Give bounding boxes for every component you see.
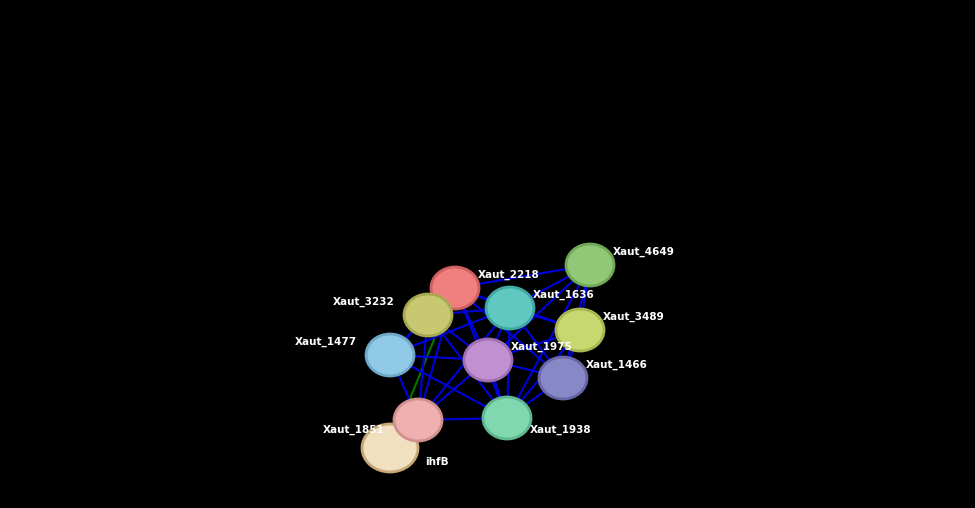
Text: Xaut_3489: Xaut_3489: [603, 312, 665, 322]
Text: Xaut_2218: Xaut_2218: [478, 270, 540, 280]
Text: Xaut_1477: Xaut_1477: [294, 337, 357, 347]
Ellipse shape: [431, 267, 479, 309]
Text: Xaut_1466: Xaut_1466: [586, 360, 647, 370]
Ellipse shape: [486, 287, 534, 329]
Text: Xaut_4649: Xaut_4649: [613, 247, 675, 257]
Text: Xaut_1938: Xaut_1938: [530, 425, 592, 435]
Text: Xaut_1636: Xaut_1636: [533, 290, 595, 300]
Ellipse shape: [394, 399, 442, 441]
Text: Xaut_3232: Xaut_3232: [333, 297, 395, 307]
Ellipse shape: [362, 424, 418, 472]
Ellipse shape: [483, 397, 531, 439]
Ellipse shape: [404, 294, 452, 336]
Ellipse shape: [464, 339, 512, 381]
Ellipse shape: [566, 244, 614, 286]
Ellipse shape: [556, 309, 604, 351]
Text: ihfB: ihfB: [425, 457, 449, 467]
Ellipse shape: [366, 334, 414, 376]
Ellipse shape: [539, 357, 587, 399]
Text: Xaut_1975: Xaut_1975: [511, 342, 572, 352]
Text: Xaut_1851: Xaut_1851: [324, 425, 385, 435]
